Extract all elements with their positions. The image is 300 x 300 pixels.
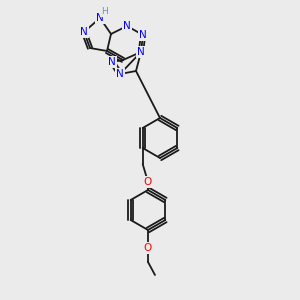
- Text: N: N: [116, 69, 124, 79]
- Text: N: N: [96, 13, 104, 23]
- Text: N: N: [137, 47, 145, 57]
- Text: O: O: [144, 243, 152, 253]
- Text: N: N: [123, 21, 131, 31]
- Text: N: N: [80, 27, 88, 37]
- Text: N: N: [139, 30, 147, 40]
- Text: N: N: [108, 57, 116, 67]
- Text: O: O: [144, 177, 152, 187]
- Text: H: H: [100, 8, 107, 16]
